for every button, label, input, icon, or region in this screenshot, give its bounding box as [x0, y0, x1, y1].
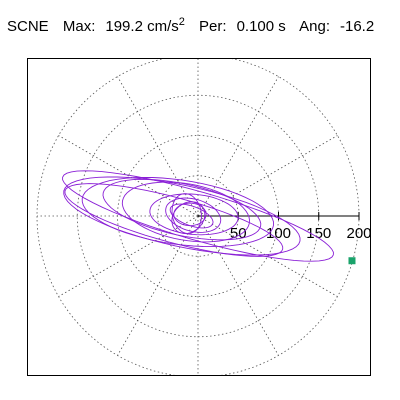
- grid-spoke-60: [197, 76, 279, 217]
- grid-spoke-210: [58, 215, 199, 297]
- max-value-text: 199.2 cm/s: [105, 18, 179, 35]
- orbit-loop-2: [169, 203, 214, 229]
- max-label: Max:: [62, 18, 96, 35]
- orbit-loop-8: [81, 176, 274, 248]
- max-value: 199.2 cm/s2: [105, 16, 185, 35]
- orbit-loop-4: [165, 197, 222, 233]
- orbit-loop-11: [62, 170, 334, 262]
- grid-spoke-240: [117, 215, 199, 356]
- station-code: SCNE: [7, 18, 49, 35]
- angle-label: Ang:: [299, 18, 330, 35]
- orbit-loop-3: [171, 193, 202, 235]
- grid-spoke-30: [197, 135, 338, 217]
- grid-spoke-150: [58, 135, 199, 217]
- particle-motion-trace: [62, 170, 334, 262]
- orbit-loop-5: [149, 193, 239, 236]
- period-label: Per:: [199, 18, 227, 35]
- max-amplitude-marker: [348, 257, 356, 265]
- axis-tick-label-150: 150: [306, 225, 331, 242]
- max-exponent: 2: [178, 16, 185, 28]
- grid-spoke-120: [117, 76, 199, 217]
- grid-spoke-300: [197, 215, 279, 356]
- period-value: 0.100 s: [236, 18, 286, 35]
- angle-value: -16.2: [339, 18, 375, 35]
- orbit-loop-1: [171, 201, 206, 234]
- plot-header: SCNE Max: 199.2 cm/s2 Per: 0.100 s Ang: -16…: [7, 16, 384, 40]
- orbit-loop-10: [63, 176, 301, 256]
- orbit-loop-6: [121, 181, 250, 243]
- axis-tick-label-200: 200: [346, 225, 371, 242]
- orbit-loop-0: [173, 202, 207, 227]
